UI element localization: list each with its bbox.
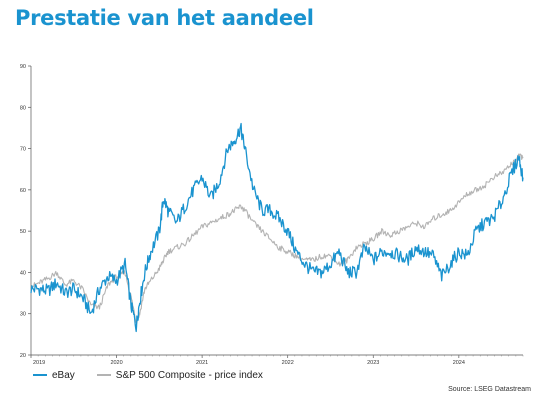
chart-series [30,122,524,333]
x-tick-label: 2020 [110,360,122,366]
y-tick-label: 70 [20,147,26,153]
legend-swatch-sp500 [96,374,111,376]
x-tick-label: 2022 [282,360,294,366]
legend-swatch-ebay [33,374,47,376]
series-line-sp500 [30,153,524,325]
x-tick-label: 2024 [453,360,465,366]
legend-item-ebay: eBay [33,370,75,381]
y-tick-label: 20 [20,353,26,359]
chart-legend: eBay S&P 500 Composite - price index [33,368,285,382]
y-tick-label: 80 [20,105,26,111]
x-tick-label: 2019 [33,360,45,366]
chart-source-note: Source: LSEG Datastream [448,386,531,393]
series-line-ebay [30,122,524,333]
y-tick-label: 40 [20,270,26,276]
y-tick-label: 60 [20,188,26,194]
x-tick-label: 2021 [196,360,208,366]
legend-label-sp500: S&P 500 Composite - price index [115,369,263,381]
y-tick-label: 50 [20,229,26,235]
y-tick-label: 90 [20,64,26,70]
legend-item-sp500: S&P 500 Composite - price index [96,369,263,381]
y-tick-label: 30 [20,312,26,318]
x-tick-label: 2023 [367,360,379,366]
chart-axes: 20 30 40 50 60 70 80 90 2019 2020 2021 2022 2023 2024 [20,64,524,366]
page-title: Prestatie van het aandeel [15,6,314,30]
legend-label-ebay: eBay [52,369,75,381]
